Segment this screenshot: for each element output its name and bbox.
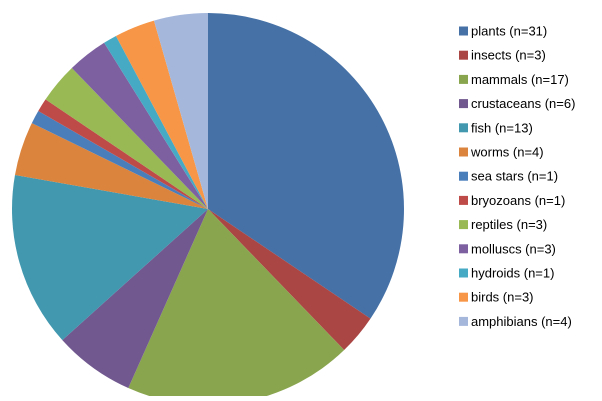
- legend-item-worms: worms (n=4): [459, 145, 544, 160]
- pie-slice-plants: [208, 13, 404, 319]
- legend-label-plants: plants (n=31): [471, 24, 547, 39]
- legend-swatch-crustaceans: [459, 99, 468, 109]
- legend-swatch-bryozoans: [459, 195, 468, 205]
- legend-swatch-birds: [459, 292, 468, 302]
- pie-slice-worms: [14, 123, 209, 209]
- legend-item-fish: fish (n=13): [459, 120, 533, 135]
- legend-swatch-sea-stars: [459, 171, 468, 181]
- pie-slice-crustaceans: [62, 209, 209, 389]
- legend-item-insects: insects (n=3): [459, 48, 546, 63]
- legend-item-molluscs: molluscs (n=3): [459, 241, 556, 256]
- pie-slice-reptiles: [45, 68, 209, 209]
- legend-swatch-fish: [459, 123, 468, 133]
- legend-label-bryozoans: bryozoans (n=1): [471, 193, 565, 208]
- legend-swatch-plants: [459, 26, 468, 36]
- legend-item-crustaceans: crustaceans (n=6): [459, 96, 575, 111]
- pie-slice-bryozoans: [38, 99, 209, 209]
- pie-slice-amphibians: [153, 13, 208, 209]
- pie-slice-mammals: [128, 209, 345, 401]
- pie-slice-molluscs: [71, 42, 208, 209]
- pie-slice-insects: [208, 209, 371, 350]
- legend-label-worms: worms (n=4): [470, 145, 544, 160]
- pie-slice-sea-stars: [31, 111, 209, 209]
- pie-slices: [12, 13, 404, 401]
- legend-label-reptiles: reptiles (n=3): [471, 217, 547, 232]
- legend-swatch-molluscs: [459, 244, 468, 254]
- legend-swatch-mammals: [459, 74, 468, 84]
- legend-item-reptiles: reptiles (n=3): [459, 217, 547, 232]
- legend-item-amphibians: amphibians (n=4): [459, 314, 572, 329]
- legend-swatch-amphibians: [459, 316, 468, 326]
- legend-label-hydroids: hydroids (n=1): [471, 266, 554, 281]
- legend-label-molluscs: molluscs (n=3): [471, 241, 556, 256]
- legend-swatch-worms: [459, 147, 468, 157]
- legend-label-insects: insects (n=3): [471, 48, 546, 63]
- legend: plants (n=31) insects (n=3) mammals (n=17)…: [459, 24, 575, 329]
- legend-item-birds: birds (n=3): [459, 290, 534, 305]
- legend-label-sea-stars: sea stars (n=1): [471, 169, 558, 184]
- legend-label-mammals: mammals (n=17): [471, 72, 569, 87]
- pie-slice-birds: [115, 20, 208, 210]
- legend-swatch-insects: [459, 50, 468, 60]
- legend-item-plants: plants (n=31): [459, 24, 547, 39]
- legend-item-sea-stars: sea stars (n=1): [459, 169, 558, 184]
- legend-label-fish: fish (n=13): [471, 120, 533, 135]
- legend-label-crustaceans: crustaceans (n=6): [471, 96, 575, 111]
- legend-item-hydroids: hydroids (n=1): [459, 266, 554, 281]
- legend-swatch-hydroids: [459, 268, 468, 278]
- legend-label-birds: birds (n=3): [471, 290, 534, 305]
- pie-slice-fish: [12, 174, 208, 341]
- legend-item-mammals: mammals (n=17): [459, 72, 569, 87]
- legend-item-bryozoans: bryozoans (n=1): [459, 193, 565, 208]
- legend-swatch-reptiles: [459, 220, 468, 230]
- legend-label-amphibians: amphibians (n=4): [471, 314, 572, 329]
- pie-slice-hydroids: [104, 35, 208, 209]
